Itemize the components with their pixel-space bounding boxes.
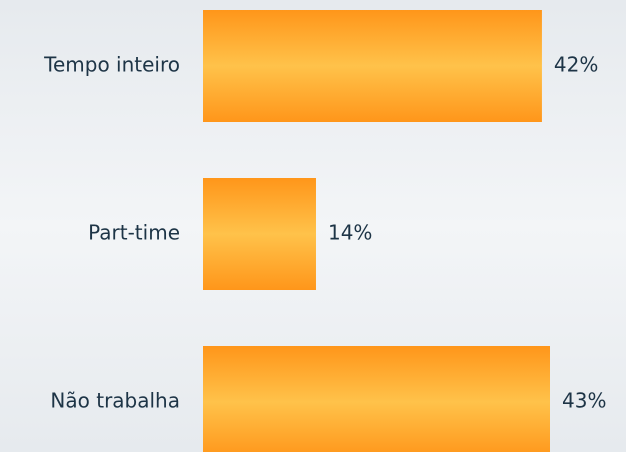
bar — [203, 178, 316, 290]
value-label: 42% — [554, 53, 598, 77]
value-label: 14% — [328, 221, 372, 245]
category-label: Tempo inteiro — [43, 53, 180, 77]
category-label: Part-time — [88, 221, 180, 245]
value-label: 43% — [562, 389, 606, 413]
category-label: Não trabalha — [50, 389, 180, 413]
bar — [203, 346, 550, 452]
bar — [203, 10, 542, 122]
